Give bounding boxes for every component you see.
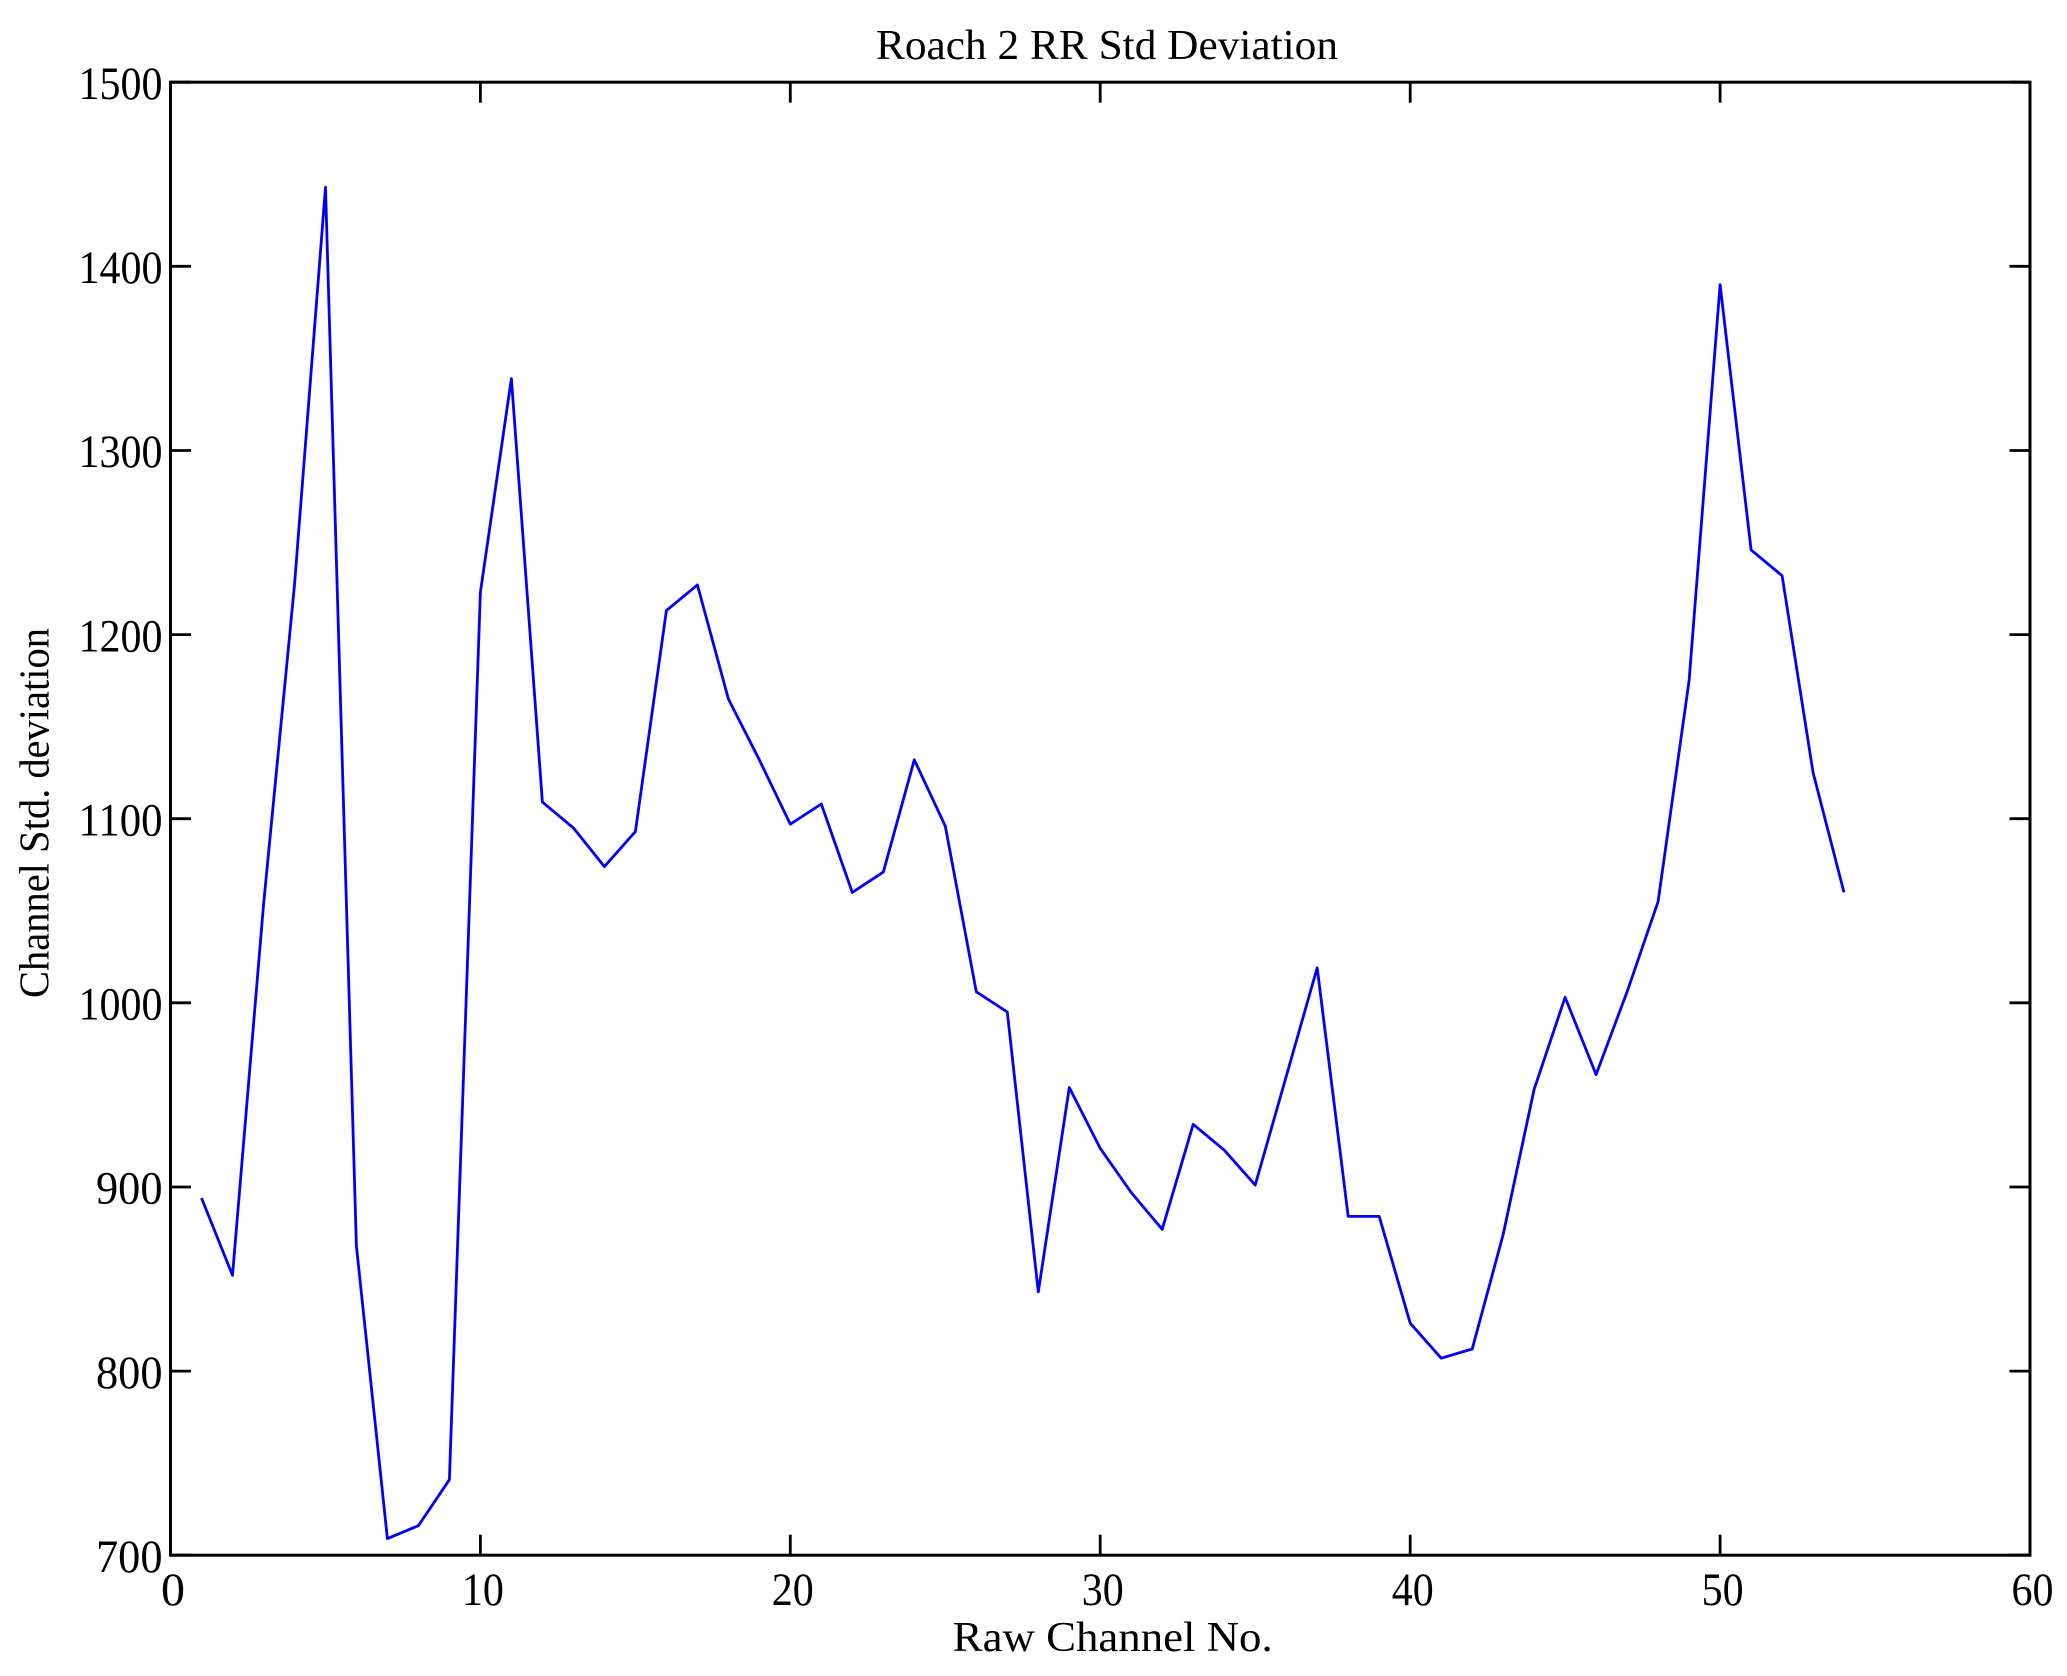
- svg-text:0: 0: [161, 1564, 185, 1616]
- svg-text:1500: 1500: [79, 58, 163, 110]
- svg-text:50: 50: [1702, 1564, 1744, 1616]
- svg-text:900: 900: [96, 1163, 163, 1215]
- svg-text:700: 700: [96, 1531, 163, 1583]
- svg-text:1100: 1100: [79, 794, 163, 846]
- svg-text:60: 60: [2012, 1564, 2054, 1616]
- svg-text:1200: 1200: [79, 610, 163, 662]
- svg-text:Channel Std. deviation: Channel Std. deviation: [13, 628, 59, 998]
- svg-text:20: 20: [772, 1564, 814, 1616]
- svg-text:1300: 1300: [79, 426, 163, 478]
- svg-text:800: 800: [96, 1347, 163, 1399]
- svg-text:Roach 2 RR Std Deviation: Roach 2 RR Std Deviation: [876, 23, 1338, 69]
- svg-text:1400: 1400: [79, 242, 163, 294]
- svg-text:Raw Channel No.: Raw Channel No.: [953, 1615, 1273, 1661]
- svg-text:1000: 1000: [79, 979, 163, 1031]
- svg-text:40: 40: [1392, 1564, 1434, 1616]
- svg-text:30: 30: [1082, 1564, 1124, 1616]
- svg-text:10: 10: [462, 1564, 504, 1616]
